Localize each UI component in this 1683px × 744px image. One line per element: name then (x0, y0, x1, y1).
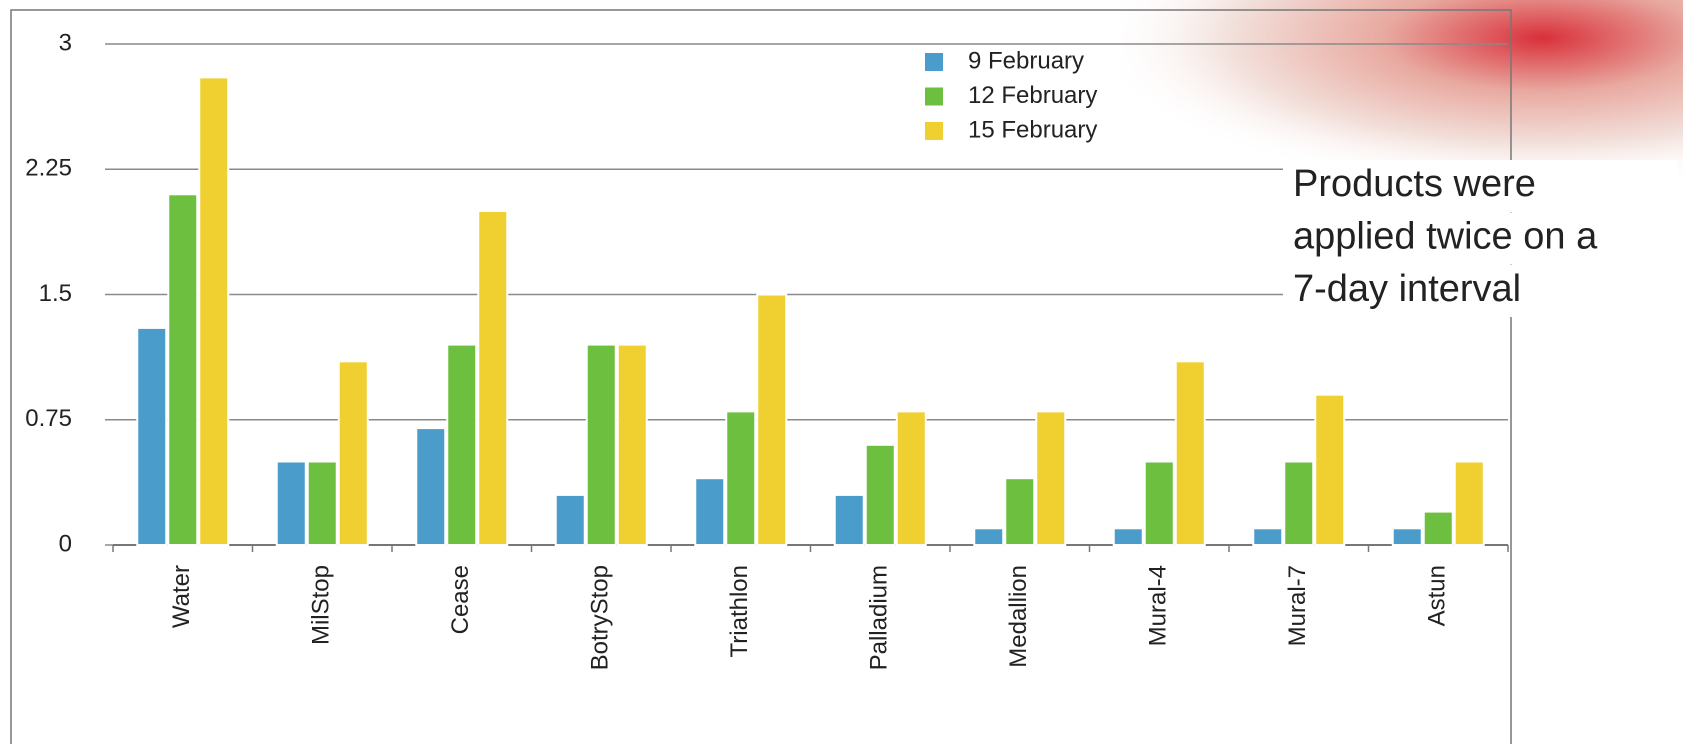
bar (756, 293, 788, 546)
y-tick-label: 3 (59, 29, 72, 56)
x-tick-label: Palladium (866, 565, 893, 670)
bar (1004, 477, 1036, 547)
x-tick-label: Mural-7 (1284, 565, 1311, 646)
bar (1174, 360, 1206, 546)
bar (616, 343, 648, 546)
x-tick-label: Cease (447, 565, 474, 634)
x-tick-label: Medallion (1005, 565, 1032, 668)
bar (585, 343, 617, 546)
bar (1314, 393, 1346, 547)
bar (1112, 527, 1144, 546)
bar (415, 427, 447, 547)
bar (833, 493, 865, 546)
bar (1453, 460, 1485, 546)
x-tick-label: Mural-4 (1145, 565, 1172, 646)
bar (554, 493, 586, 546)
x-tick-label: MilStop (308, 565, 335, 645)
y-tick-label: 2.25 (25, 155, 72, 182)
y-tick-label: 0 (59, 530, 72, 557)
frame (10, 9, 1512, 744)
bar (337, 360, 369, 546)
bar (1283, 460, 1315, 546)
bar (198, 76, 230, 547)
legend-swatch (925, 53, 943, 71)
bar (1035, 410, 1067, 546)
bar (725, 410, 757, 546)
legend-swatch (925, 122, 943, 140)
annotation: 7-day interval (1293, 268, 1521, 310)
legend-label: 9 February (968, 47, 1084, 74)
x-tick-label: BotryStop (587, 565, 614, 670)
bar (1143, 460, 1175, 546)
legend-label: 12 February (968, 82, 1097, 109)
bar (1391, 527, 1423, 546)
annotation: applied twice on a (1293, 216, 1598, 258)
legend-swatch (925, 87, 943, 106)
x-tick-label: Water (168, 565, 195, 628)
bar (275, 460, 307, 546)
bar (895, 410, 927, 546)
bar (136, 326, 168, 546)
bar (306, 460, 338, 546)
annotation-bg (1283, 212, 1678, 265)
x-tick-label: Astun (1424, 565, 1451, 626)
x-tick-label: Triathlon (726, 565, 753, 657)
bar (1422, 510, 1454, 547)
bar (864, 443, 896, 546)
bar (446, 343, 478, 546)
bar (1252, 527, 1284, 546)
annotation-bg (1283, 160, 1678, 212)
background-decoration (1120, 0, 1683, 190)
y-tick-label: 0.75 (25, 405, 72, 432)
annotation-bg (1283, 265, 1678, 317)
bar (973, 527, 1005, 546)
legend-label: 15 February (968, 116, 1097, 143)
bar (694, 477, 726, 547)
y-tick-label: 1.5 (39, 280, 72, 307)
bar (167, 193, 199, 547)
bar (477, 210, 509, 546)
annotation: Products were (1293, 163, 1536, 205)
